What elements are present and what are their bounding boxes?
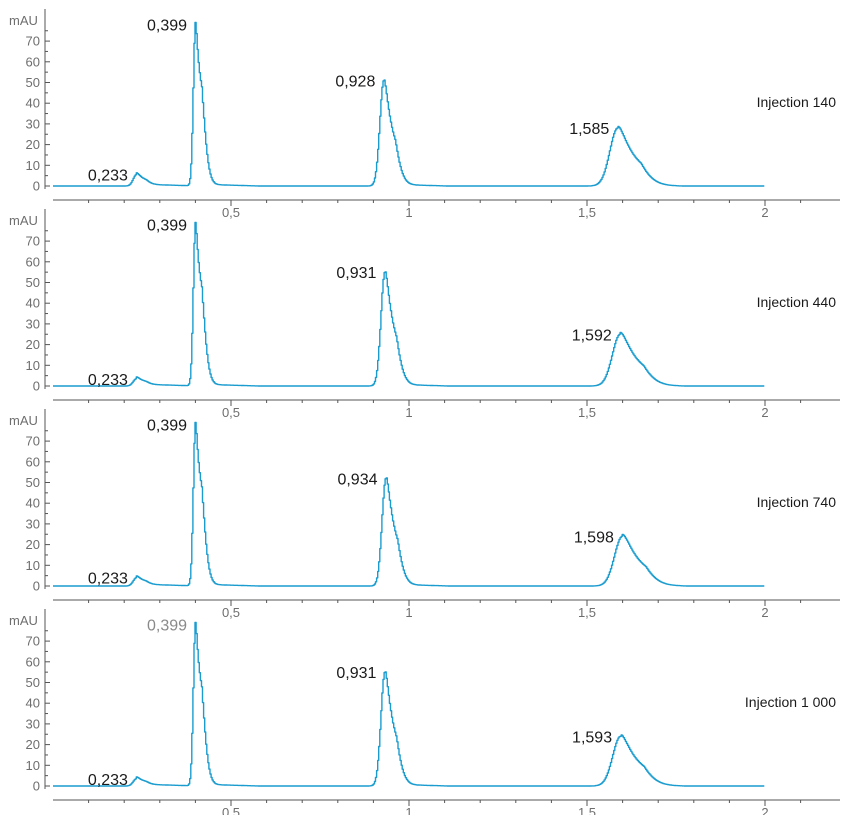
x-tick-label: 1,5 (578, 405, 596, 420)
peak-retention-label: 0,233 (88, 571, 128, 588)
y-tick-label: 0 (33, 179, 40, 194)
x-tick-label: 1,5 (578, 205, 596, 220)
chromatogram-panel-2: mAU 0 10 20 30 40 50 60 70 0,5 1 1,5 2 0,233 0,399 0,93… (9, 209, 840, 420)
y-tick-label: 10 (26, 358, 40, 373)
chromatogram-panel-3: mAU 0 10 20 30 40 50 60 70 0,5 1 1,5 2 0,233 0,399 0,93… (9, 409, 840, 620)
x-tick-label: 1 (405, 405, 412, 420)
y-unit-label: mAU (9, 213, 38, 228)
chromatogram-trace (53, 21, 765, 187)
y-unit-label: mAU (9, 613, 38, 628)
y-tick-label: 10 (26, 558, 40, 573)
x-tick-label: 0,5 (222, 405, 240, 420)
y-tick-label: 60 (26, 654, 40, 669)
chromatogram-trace (53, 221, 765, 387)
y-tick-label: 50 (26, 275, 40, 290)
y-tick-label: 50 (26, 475, 40, 490)
x-tick-label: 0,5 (222, 605, 240, 620)
y-tick-label: 20 (26, 537, 40, 552)
chromatogram-trace (53, 621, 765, 787)
peak-retention-label: 0,931 (336, 265, 376, 282)
chromatogram-trace (53, 421, 765, 587)
y-tick-label: 70 (26, 634, 40, 649)
y-tick-label: 60 (26, 454, 40, 469)
x-tick-label: 0,5 (222, 805, 240, 815)
peak-retention-label: 0,399 (147, 618, 187, 635)
x-tick-label: 2 (761, 605, 768, 620)
y-tick-label: 30 (26, 516, 40, 531)
y-tick-label: 70 (26, 34, 40, 49)
y-tick-label: 20 (26, 737, 40, 752)
y-tick-label: 40 (26, 96, 40, 111)
peak-retention-label: 0,931 (336, 665, 376, 682)
y-tick-label: 30 (26, 116, 40, 131)
y-unit-label: mAU (9, 13, 38, 28)
y-tick-label: 10 (26, 158, 40, 173)
peak-retention-label: 1,593 (572, 729, 612, 746)
peak-retention-label: 0,233 (88, 772, 128, 789)
injection-label: Injection 440 (757, 294, 837, 310)
y-tick-label: 50 (26, 75, 40, 90)
x-tick-label: 1 (405, 605, 412, 620)
x-tick-label: 2 (761, 405, 768, 420)
y-tick-label: 70 (26, 434, 40, 449)
y-tick-label: 10 (26, 758, 40, 773)
x-tick-label: 1 (405, 805, 412, 815)
peak-retention-label: 0,399 (147, 418, 187, 435)
peak-retention-label: 0,934 (337, 471, 377, 488)
chromatogram-panel-1: mAU 0 10 20 30 40 50 60 70 0,5 1 1,5 2 0,233 0,399 0,92… (9, 9, 840, 220)
y-tick-label: 40 (26, 496, 40, 511)
x-tick-label: 1,5 (578, 605, 596, 620)
peak-retention-label: 0,399 (147, 218, 187, 235)
y-tick-label: 0 (33, 579, 40, 594)
peak-retention-label: 0,928 (335, 73, 375, 90)
peak-retention-label: 1,585 (569, 121, 609, 138)
injection-label: Injection 140 (757, 94, 837, 110)
peak-retention-label: 0,233 (88, 168, 128, 185)
x-tick-label: 2 (761, 805, 768, 815)
y-tick-label: 60 (26, 54, 40, 69)
x-tick-label: 2 (761, 205, 768, 220)
y-tick-label: 40 (26, 696, 40, 711)
x-tick-label: 1 (405, 205, 412, 220)
peak-retention-label: 0,233 (88, 372, 128, 389)
y-tick-label: 20 (26, 337, 40, 352)
peak-retention-label: 0,399 (147, 18, 187, 35)
y-tick-label: 50 (26, 675, 40, 690)
chromatogram-panel-4: mAU 0 10 20 30 40 50 60 70 0,5 1 1,5 2 0,233 0,399 0,93… (9, 609, 840, 820)
y-tick-label: 30 (26, 316, 40, 331)
peak-retention-label: 1,598 (574, 529, 614, 546)
injection-label: Injection 740 (757, 494, 837, 510)
injection-label: Injection 1 000 (745, 694, 836, 710)
y-tick-label: 70 (26, 234, 40, 249)
y-tick-label: 30 (26, 716, 40, 731)
y-tick-label: 60 (26, 254, 40, 269)
y-tick-label: 40 (26, 296, 40, 311)
y-tick-label: 0 (33, 379, 40, 394)
y-unit-label: mAU (9, 413, 38, 428)
peak-retention-label: 1,592 (572, 327, 612, 344)
y-tick-label: 20 (26, 137, 40, 152)
x-tick-label: 0,5 (222, 205, 240, 220)
y-tick-label: 0 (33, 779, 40, 794)
x-tick-label: 1,5 (578, 805, 596, 815)
